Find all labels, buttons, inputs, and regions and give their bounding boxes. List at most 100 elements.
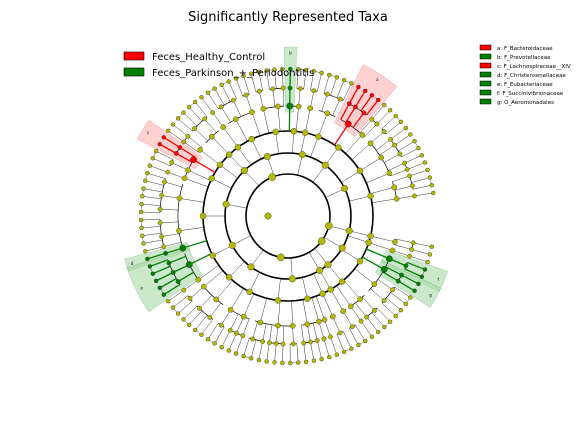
taxon-node-43 <box>356 85 360 89</box>
branch-edge-159 <box>220 165 238 178</box>
branch-edge-302 <box>274 343 276 362</box>
branch-edge-240 <box>198 265 218 279</box>
branch-edge-154 <box>195 128 208 140</box>
branch-edge-341 <box>337 334 344 352</box>
branch-edge-411 <box>396 239 414 243</box>
taxon-node-54 <box>308 106 313 111</box>
branch-edge-306 <box>292 301 293 326</box>
branch-edge-253 <box>178 301 192 314</box>
taxon-node-227 <box>325 261 332 268</box>
taxon-node-217 <box>338 331 342 335</box>
branch-edge-272 <box>244 294 254 317</box>
taxon-node-254 <box>366 240 372 246</box>
branch-edge-148 <box>212 137 229 155</box>
branch-edge-337 <box>323 294 333 317</box>
highlighted-node-e <box>186 261 192 267</box>
taxon-node-160 <box>188 296 192 300</box>
branch-edge-359 <box>361 321 372 337</box>
branch-edge-206 <box>179 227 204 230</box>
taxon-node-20 <box>416 146 420 150</box>
branch-edge-280 <box>243 319 249 336</box>
taxon-node-13 <box>387 171 392 176</box>
taxon-node-264 <box>411 241 415 245</box>
taxon-node-212 <box>322 317 327 322</box>
taxon-node-257 <box>426 260 430 264</box>
taxon-node-21 <box>413 139 417 143</box>
highlighted-node-a <box>345 121 351 127</box>
branch-edge-408 <box>394 245 411 250</box>
branch-edge-80 <box>324 75 329 93</box>
taxon-node-262 <box>409 247 413 251</box>
branch-edge-204 <box>141 204 160 206</box>
taxon-node-238 <box>339 245 346 252</box>
branch-edge-350 <box>349 328 358 345</box>
level-ring-1 <box>246 174 330 258</box>
taxon-node-46 <box>325 111 330 116</box>
taxa-legend-swatch-c <box>480 63 491 68</box>
taxon-node-180 <box>241 334 245 338</box>
branch-edge-21 <box>390 169 407 176</box>
branch-edge-294 <box>259 341 263 360</box>
branch-edge-264 <box>250 272 260 292</box>
taxon-node-255 <box>390 248 395 253</box>
taxon-node-133 <box>158 221 162 225</box>
taxon-node-102 <box>223 201 230 208</box>
taxon-node-40 <box>353 105 357 109</box>
taxon-node-195 <box>281 342 285 346</box>
branch-edge-342 <box>343 331 351 348</box>
taxon-node-198 <box>291 342 295 346</box>
taxon-node-39 <box>370 93 374 97</box>
branch-edge-169 <box>212 178 232 188</box>
taxon-node-151 <box>158 286 162 290</box>
branch-edge-271 <box>215 327 224 343</box>
taxon-node-116 <box>154 149 158 153</box>
branch-edge-321 <box>311 342 314 361</box>
branch-edge-105 <box>278 106 280 131</box>
branch-edge-38 <box>391 128 406 139</box>
taxon-node-241 <box>382 298 386 302</box>
branch-edge-202 <box>160 209 178 210</box>
taxon-node-87 <box>213 87 217 91</box>
taxon-node-92 <box>199 95 203 99</box>
taxa-legend-swatch-f <box>480 90 491 95</box>
taxon-node-186 <box>242 354 246 358</box>
taxon-node-259 <box>346 228 353 235</box>
taxon-node-152 <box>162 293 166 297</box>
branch-edge-1 <box>349 196 370 201</box>
branch-edge-295 <box>278 301 280 326</box>
taxon-node-239 <box>357 258 363 264</box>
branch-edge-133 <box>222 85 231 102</box>
taxon-node-210 <box>322 337 326 341</box>
taxon-node-97 <box>193 100 197 104</box>
branch-edge-311 <box>297 344 298 363</box>
clade-letter-d: d <box>131 261 134 266</box>
taxon-node-145 <box>167 261 171 265</box>
taxon-node-265 <box>430 245 434 249</box>
branch-edge-24 <box>388 163 404 170</box>
taxa-legend-label-f: f: F_Succinivibrionaceae <box>497 91 564 97</box>
taxon-node-101 <box>176 116 180 120</box>
taxon-node-211 <box>327 355 331 359</box>
branch-edge-32 <box>398 141 414 151</box>
branch-edge-36 <box>376 139 390 150</box>
taxa-legend-label-e: e: F_Eubacteriaceae <box>497 82 553 88</box>
taxon-node-117 <box>151 156 155 160</box>
branch-edge-27 <box>360 158 381 171</box>
branch-edge-380 <box>391 293 406 304</box>
chart-title: Significantly Represented Taxa <box>188 10 388 25</box>
branch-edge-14 <box>392 176 409 182</box>
taxon-node-142 <box>145 257 149 261</box>
taxon-node-229 <box>348 304 353 309</box>
taxon-node-234 <box>376 330 380 334</box>
taxon-node-197 <box>290 323 295 328</box>
branch-edge-179 <box>188 170 211 180</box>
branch-edge-370 <box>341 249 360 261</box>
taxon-node-19 <box>398 152 402 156</box>
taxon-node-159 <box>201 284 206 289</box>
taxon-node-105 <box>186 134 190 138</box>
branch-edge-288 <box>253 322 258 339</box>
taxon-node-53 <box>302 130 308 136</box>
taxa-legend-label-d: d: F_Christensenellaceae <box>497 73 566 79</box>
taxon-node-23 <box>408 133 412 137</box>
